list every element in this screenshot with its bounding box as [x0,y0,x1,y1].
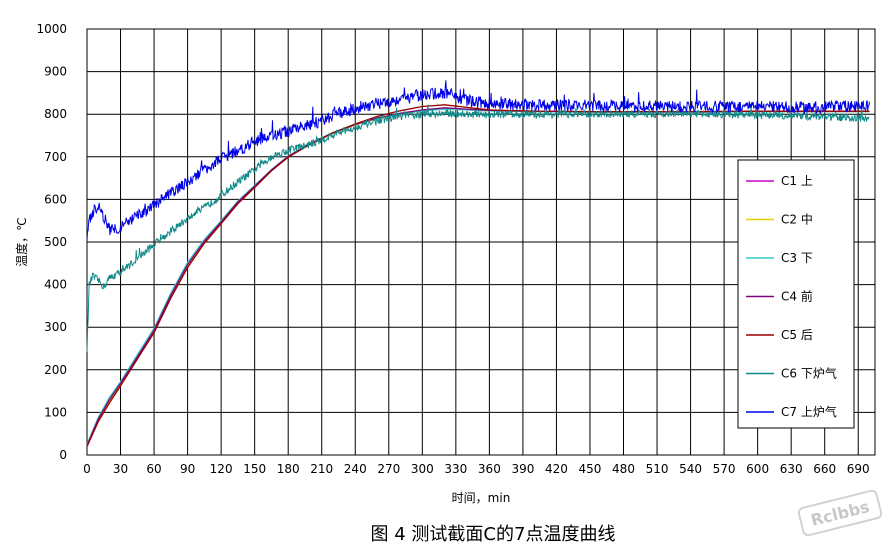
x-tick-label: 420 [545,462,568,476]
x-tick-label: 90 [180,462,195,476]
x-tick-label: 450 [579,462,602,476]
y-tick-label: 400 [44,278,67,292]
x-tick-label: 510 [646,462,669,476]
legend-box [737,159,855,429]
y-tick-label: 0 [59,448,67,462]
legend-label: C1 上 [781,174,813,188]
legend-label: C3 下 [781,251,813,265]
legend-label: C5 后 [781,328,813,342]
x-tick-label: 30 [113,462,128,476]
x-tick-label: 660 [813,462,836,476]
y-tick-label: 300 [44,320,67,334]
figure-caption: 图 4 测试截面C的7点温度曲线 [371,524,616,545]
y-tick-label: 1000 [36,22,67,36]
x-tick-label: 330 [444,462,467,476]
x-tick-label: 210 [310,462,333,476]
x-tick-label: 300 [411,462,434,476]
x-tick-label: 570 [713,462,736,476]
gridlines [86,28,875,456]
watermark-logo: Rclbbs [797,489,883,537]
y-axis-title: 温度，℃ [14,217,29,266]
series-line [86,104,870,352]
legend-label: C4 前 [781,289,813,304]
x-tick-labels: 0 30 60 90 120 150 180 210 240 270 300 330 360 390 420… [83,462,870,476]
x-tick-label: 540 [679,462,702,476]
x-tick-label: 690 [847,462,870,476]
legend: C1 上 C2 中 C3 下 C4 前 C5 后 C6 下炉气 C7 上炉气 [737,159,855,429]
y-tick-label: 700 [44,150,67,164]
x-axis-title: 时间，min [452,491,511,505]
legend-label: C2 中 [781,212,813,227]
y-tick-label: 800 [44,107,67,121]
x-tick-label: 360 [478,462,501,476]
x-tick-label: 390 [511,462,534,476]
y-tick-label: 100 [44,405,67,419]
x-tick-label: 240 [344,462,367,476]
series-lines [86,80,870,447]
x-tick-label: 600 [746,462,769,476]
x-tick-label: 630 [780,462,803,476]
y-tick-labels: 0 100 200 300 400 500 600 700 800 900 1000 [36,22,67,462]
x-tick-label: 60 [146,462,161,476]
watermark-text: Rclbbs [809,497,872,530]
y-tick-label: 200 [44,363,67,377]
y-tick-label: 900 [44,65,67,79]
y-tick-label: 500 [44,235,67,249]
x-tick-label: 120 [210,462,233,476]
legend-label: C6 下炉气 [781,366,837,381]
y-tick-label: 600 [44,192,67,206]
x-tick-label: 150 [243,462,266,476]
x-tick-label: 270 [377,462,400,476]
series-line [86,80,870,241]
legend-label: C7 上炉气 [781,404,837,419]
x-tick-label: 0 [83,462,91,476]
legend-items: C1 上 C2 中 C3 下 C4 前 C5 后 C6 下炉气 C7 上炉气 [746,174,837,419]
x-tick-label: 480 [612,462,635,476]
x-tick-label: 180 [277,462,300,476]
